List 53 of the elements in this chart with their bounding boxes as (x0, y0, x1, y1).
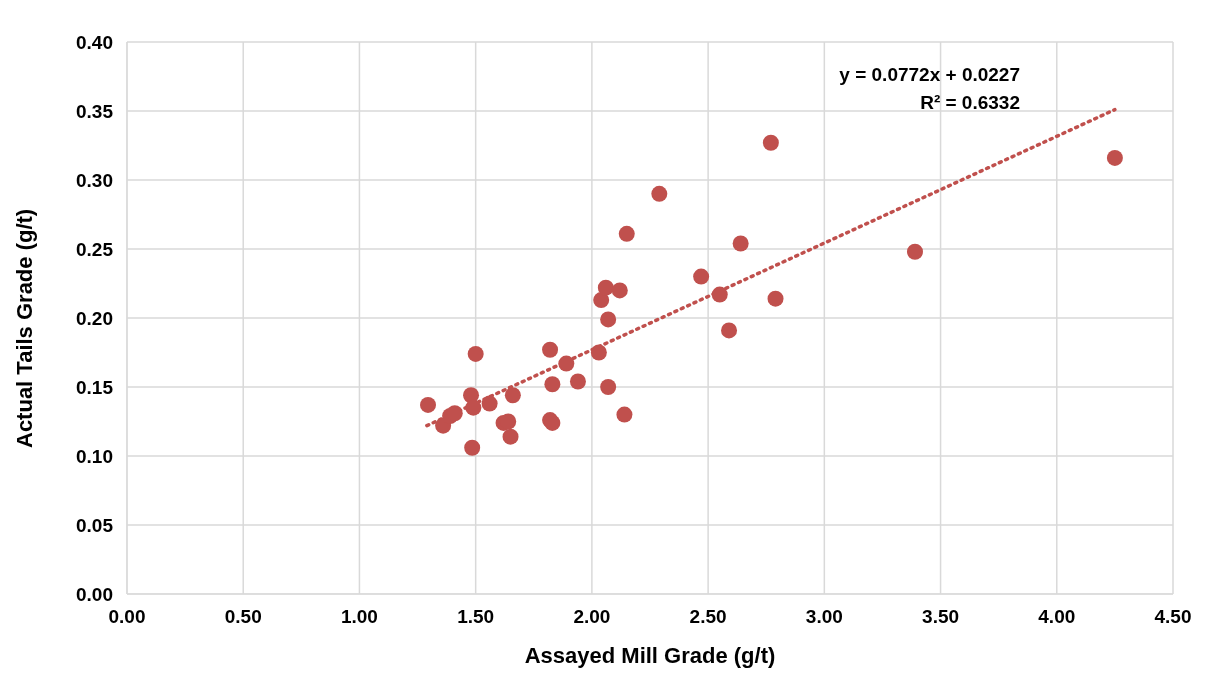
point (544, 376, 561, 393)
point (590, 344, 607, 361)
point (711, 286, 728, 303)
point (481, 395, 498, 412)
x-tick-label: 2.00 (573, 606, 611, 628)
point (693, 268, 710, 285)
point (906, 243, 923, 260)
y-tick-label: 0.05 (76, 514, 114, 536)
point (618, 225, 635, 242)
point (721, 322, 738, 339)
y-tick-label: 0.00 (76, 583, 113, 605)
point (467, 345, 484, 362)
point (500, 413, 517, 430)
point (732, 235, 749, 252)
y-tick-label: 0.10 (76, 445, 113, 467)
y-axis-title: Actual Tails Grade (g/t) (11, 208, 37, 448)
point (504, 387, 521, 404)
point (569, 373, 586, 390)
x-tick-label: 3.00 (805, 606, 843, 628)
y-tick-label: 0.20 (76, 307, 113, 329)
point (593, 292, 610, 309)
point (464, 439, 481, 456)
y-tick-label: 0.35 (76, 100, 114, 122)
y-tick-label: 0.40 (76, 31, 113, 53)
x-tick-label: 4.50 (1154, 606, 1192, 628)
point (600, 311, 617, 328)
y-tick-label: 0.25 (76, 238, 114, 260)
point (502, 428, 519, 445)
point (611, 282, 628, 299)
point (542, 341, 559, 358)
y-tick-label: 0.15 (76, 376, 114, 398)
y-tick-label: 0.30 (76, 169, 113, 191)
x-tick-label: 0.00 (108, 606, 146, 628)
x-tick-label: 1.00 (340, 606, 378, 628)
point (616, 406, 633, 423)
x-tick-label: 0.50 (224, 606, 262, 628)
annotation: y = 0.0772x + 0.0227 (839, 64, 1020, 86)
point (465, 399, 482, 416)
x-tick-label: 1.50 (457, 606, 495, 628)
point (446, 405, 463, 422)
x-axis-title: Assayed Mill Grade (g/t) (524, 643, 776, 668)
point (558, 355, 575, 372)
point (600, 379, 617, 395)
annotation: R² = 0.6332 (920, 92, 1020, 114)
x-tick-label: 4.00 (1038, 606, 1076, 628)
point (767, 290, 784, 307)
point (597, 279, 614, 296)
x-tick-label: 2.50 (689, 606, 727, 628)
point (1106, 149, 1123, 166)
point (420, 396, 437, 413)
point (651, 185, 668, 202)
x-tick-label: 3.50 (922, 606, 960, 628)
point (762, 134, 779, 151)
